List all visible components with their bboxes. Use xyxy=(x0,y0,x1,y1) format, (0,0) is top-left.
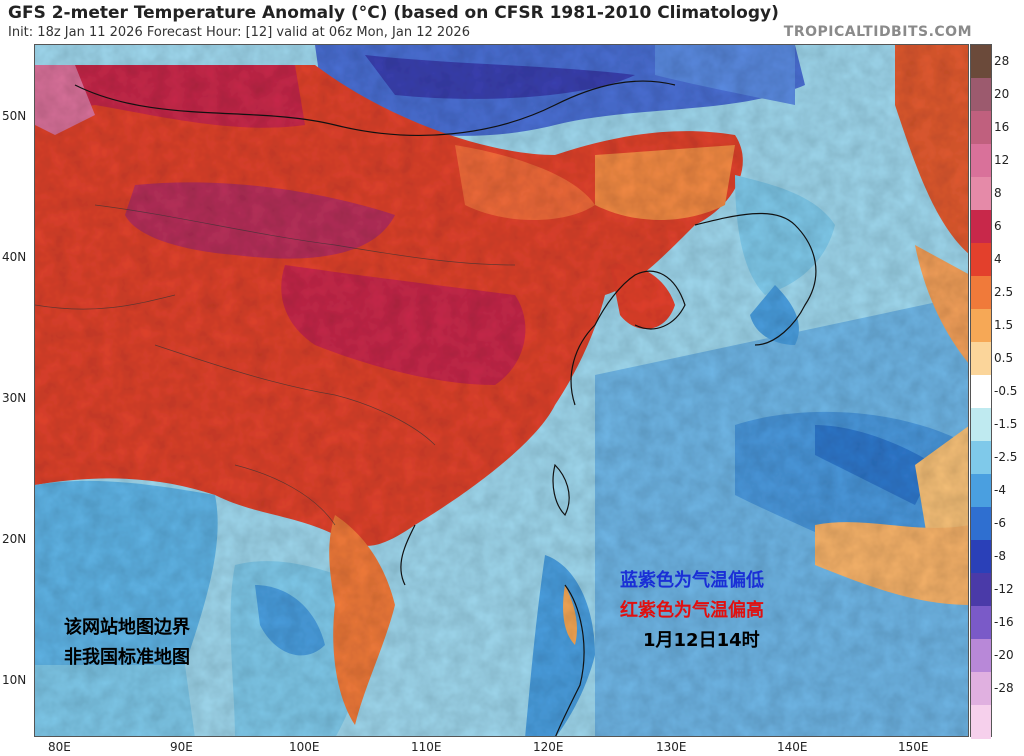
colorbar-labels: 28 20 16 12 8 6 4 2.5 1.5 0.5 -0.5 -1.5 -2.5 -4 -6 -8 -1… xyxy=(994,44,1024,737)
colorbar-tick-label: 4 xyxy=(994,251,1002,266)
country-borders xyxy=(35,204,516,526)
colorbar-segment xyxy=(971,342,991,376)
colorbar-segment xyxy=(971,441,991,475)
lon-label-80e: 80E xyxy=(48,740,71,754)
colorbar-tick-label: 1.5 xyxy=(994,317,1014,332)
map-border-disclaimer-line1: 该网站地图边界 xyxy=(64,617,190,638)
lat-label-40n: 40N xyxy=(2,250,27,264)
colorbar-tick-label: -4 xyxy=(994,482,1006,497)
map-title: GFS 2-meter Temperature Anomaly (°C) (ba… xyxy=(8,3,779,23)
colorbar-tick-label: -6 xyxy=(994,515,1006,530)
valid-time-note: 1月12日14时 xyxy=(643,630,760,651)
colorbar-tick-label: -20 xyxy=(994,647,1014,662)
map-subtitle: Init: 18z Jan 11 2026 Forecast Hour: [12… xyxy=(8,25,470,40)
colorbar-tick-label: 8 xyxy=(994,185,1002,200)
lat-label-30n: 30N xyxy=(2,391,27,405)
lon-label-130e: 130E xyxy=(656,740,687,754)
colorbar-tick-label: -8 xyxy=(994,548,1006,563)
colorbar-segment xyxy=(971,243,991,277)
colorbar-tick-label: 28 xyxy=(994,53,1010,68)
source-watermark: TROPICALTIDBITS.COM xyxy=(783,24,972,40)
colorbar-segment xyxy=(971,210,991,244)
lon-label-110e: 110E xyxy=(411,740,442,754)
colorbar-segment xyxy=(971,45,991,79)
colorbar-tick-label: -28 xyxy=(994,680,1014,695)
lon-label-120e: 120E xyxy=(533,740,564,754)
colorbar-segment xyxy=(971,144,991,178)
colorbar-segment xyxy=(971,177,991,211)
northeast-pacific-warm-region xyxy=(895,45,968,254)
colorbar-segment xyxy=(971,375,991,409)
colorbar-segment xyxy=(971,672,991,706)
coastlines xyxy=(74,80,817,736)
colorbar-tick-label: -12 xyxy=(994,581,1014,596)
cold-legend-note: 蓝紫色为气温偏低 xyxy=(620,570,764,591)
lat-label-10n: 10N xyxy=(2,673,27,687)
colorbar-tick-label: -2.5 xyxy=(994,449,1018,464)
anomaly-map xyxy=(34,44,969,737)
colorbar-tick-label: 16 xyxy=(994,119,1010,134)
warm-legend-note: 红紫色为气温偏高 xyxy=(620,600,764,621)
colorbar-tick-label: -1.5 xyxy=(994,416,1018,431)
colorbar-tick-label: 6 xyxy=(994,218,1002,233)
lat-label-20n: 20N xyxy=(2,532,27,546)
colorbar-tick-label: 0.5 xyxy=(994,350,1014,365)
colorbar-tick-label: 12 xyxy=(994,152,1010,167)
colorbar-segment xyxy=(971,705,991,739)
colorbar-segment xyxy=(971,474,991,508)
lon-label-100e: 100E xyxy=(289,740,320,754)
colorbar-segment xyxy=(971,78,991,112)
colorbar-segment xyxy=(971,111,991,145)
lon-label-90e: 90E xyxy=(170,740,193,754)
lon-label-150e: 150E xyxy=(898,740,929,754)
colorbar-segment xyxy=(971,276,991,310)
colorbar-segment xyxy=(971,573,991,607)
lon-label-140e: 140E xyxy=(777,740,808,754)
colorbar-segment xyxy=(971,639,991,673)
lat-label-50n: 50N xyxy=(2,109,27,123)
colorbar-segment xyxy=(971,408,991,442)
colorbar-segment xyxy=(971,507,991,541)
colorbar-segment xyxy=(971,606,991,640)
colorbar-segment xyxy=(971,540,991,574)
map-border-disclaimer-line2: 非我国标准地图 xyxy=(64,647,190,668)
colorbar-tick-label: 2.5 xyxy=(994,284,1014,299)
colorbar xyxy=(970,44,992,739)
map-canvas xyxy=(35,45,968,736)
colorbar-tick-label: -16 xyxy=(994,614,1014,629)
colorbar-tick-label: 20 xyxy=(994,86,1010,101)
colorbar-tick-label: -0.5 xyxy=(994,383,1018,398)
colorbar-segment xyxy=(971,309,991,343)
